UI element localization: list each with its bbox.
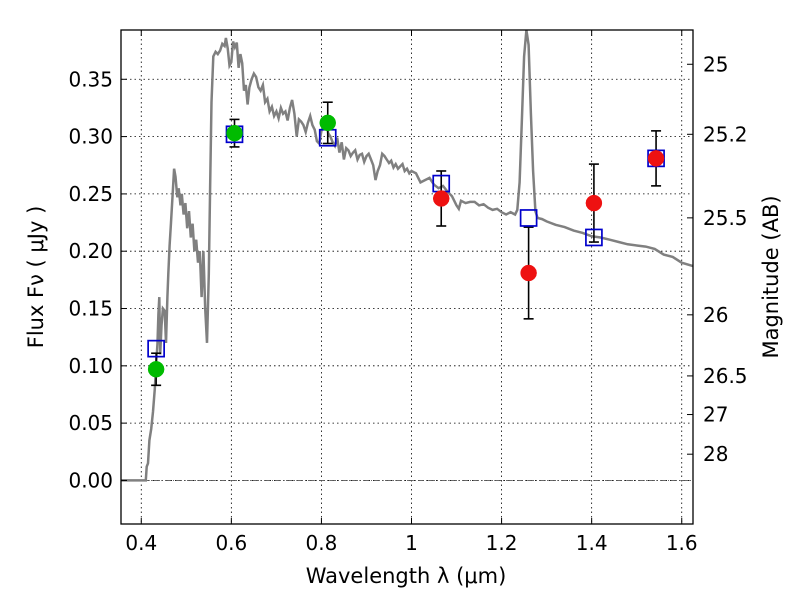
magnitude-tick-label: 25 — [703, 52, 728, 76]
x-tick-label: 0.8 — [306, 531, 338, 555]
sed-spectrum-line — [121, 29, 694, 482]
error-bars — [151, 101, 662, 387]
detection-point — [147, 361, 165, 378]
magnitude-tick-label: 26.5 — [703, 364, 748, 388]
y-tick-label: 0.25 — [68, 182, 113, 206]
y-axis-label: Flux Fν ( μJy ) — [24, 206, 48, 349]
x-tick-label: 1.2 — [486, 531, 518, 555]
model-box — [585, 228, 603, 247]
grid-lines — [121, 30, 693, 524]
magnitude-tick-label: 26 — [703, 303, 728, 327]
detection-point — [226, 124, 243, 142]
y-tick-label: 0.10 — [68, 354, 113, 378]
y-tick-label: 0.00 — [68, 468, 113, 492]
y-tick-label: 0.15 — [68, 297, 113, 321]
x-axis-ticks: 0.4 0.6 0.8 1 1.2 1.4 1.6 — [125, 30, 698, 555]
detection-point — [647, 150, 665, 167]
x-axis-label: Wavelength λ (μm) — [306, 564, 507, 588]
x-tick-label: 1 — [405, 531, 418, 555]
y-axis-ticks: 0.00 0.05 0.10 0.15 0.20 0.25 0.30 0.35 — [68, 67, 127, 492]
magnitude-tick-label: 28 — [703, 442, 728, 466]
y-tick-label: 0.35 — [68, 67, 113, 91]
magnitude-tick-label: 25.2 — [703, 122, 748, 146]
model-box — [519, 209, 538, 227]
magnitude-axis-ticks: 25 25.2 25.5 26 26.5 27 28 — [687, 52, 748, 466]
y-tick-label: 0.20 — [68, 239, 113, 263]
x-tick-label: 1.6 — [666, 531, 698, 555]
x-tick-label: 1.4 — [576, 531, 608, 555]
magnitude-tick-label: 25.5 — [703, 206, 748, 230]
model-box — [147, 339, 165, 358]
detection-point — [319, 114, 336, 132]
magnitude-axis-label: Magnitude (AB) — [759, 195, 783, 358]
y-tick-label: 0.30 — [68, 125, 113, 149]
model-photometry-boxes — [147, 125, 665, 358]
plot-frame — [120, 29, 694, 525]
y-tick-label: 0.05 — [68, 411, 113, 435]
x-tick-label: 0.6 — [215, 531, 247, 555]
detection-point — [432, 190, 450, 207]
observed-photometry-points — [147, 114, 665, 378]
x-tick-label: 0.4 — [125, 531, 157, 555]
magnitude-tick-label: 27 — [703, 403, 728, 427]
detection-point — [520, 264, 537, 282]
detection-point — [585, 194, 603, 212]
